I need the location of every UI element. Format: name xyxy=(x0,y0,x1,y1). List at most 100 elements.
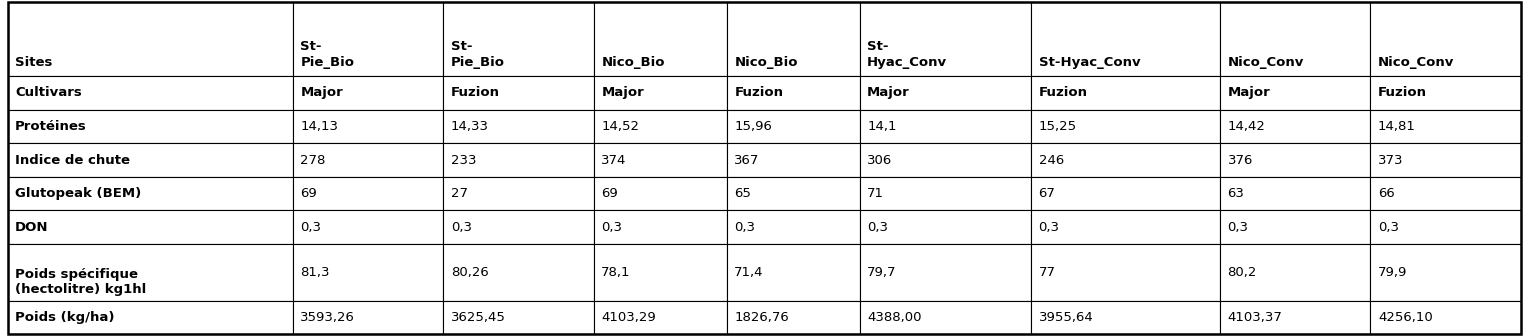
Text: Fuzion: Fuzion xyxy=(1378,86,1426,99)
Text: Nico_Conv: Nico_Conv xyxy=(1378,55,1454,69)
Bar xyxy=(860,301,1030,334)
Bar xyxy=(860,177,1030,210)
Bar xyxy=(860,76,1030,110)
Bar xyxy=(293,2,443,76)
Bar xyxy=(1370,244,1521,301)
Bar xyxy=(443,76,594,110)
Bar xyxy=(1030,2,1219,76)
Bar xyxy=(594,244,727,301)
Bar xyxy=(1030,76,1219,110)
Text: 3955,64: 3955,64 xyxy=(1038,311,1093,324)
Bar xyxy=(1219,143,1370,177)
Text: Fuzion: Fuzion xyxy=(1038,86,1088,99)
Bar xyxy=(443,177,594,210)
Bar xyxy=(1030,177,1219,210)
Bar xyxy=(1370,143,1521,177)
Bar xyxy=(727,244,860,301)
Bar xyxy=(1030,143,1219,177)
Text: 63: 63 xyxy=(1227,187,1245,200)
Text: 15,96: 15,96 xyxy=(735,120,773,133)
Bar xyxy=(1370,76,1521,110)
Bar xyxy=(1219,76,1370,110)
Bar xyxy=(860,244,1030,301)
Bar xyxy=(443,244,594,301)
Bar xyxy=(293,244,443,301)
Bar xyxy=(8,177,293,210)
Text: Protéines: Protéines xyxy=(15,120,87,133)
Bar xyxy=(443,210,594,244)
Text: St-
Pie_Bio: St- Pie_Bio xyxy=(451,40,504,69)
Bar xyxy=(727,143,860,177)
Text: 80,2: 80,2 xyxy=(1227,266,1257,279)
Text: Major: Major xyxy=(867,86,910,99)
Bar xyxy=(1370,2,1521,76)
Text: 14,81: 14,81 xyxy=(1378,120,1416,133)
Text: Major: Major xyxy=(300,86,343,99)
Text: 79,9: 79,9 xyxy=(1378,266,1408,279)
Bar xyxy=(1219,301,1370,334)
Text: 77: 77 xyxy=(1038,266,1056,279)
Text: Poids spécifique
(hectolitre) kg1hl: Poids spécifique (hectolitre) kg1hl xyxy=(15,268,146,296)
Text: 71: 71 xyxy=(867,187,884,200)
Text: 306: 306 xyxy=(867,154,893,167)
Bar xyxy=(8,110,293,143)
Bar xyxy=(1219,177,1370,210)
Text: Nico_Conv: Nico_Conv xyxy=(1227,55,1305,69)
Text: 14,1: 14,1 xyxy=(867,120,896,133)
Bar xyxy=(1030,244,1219,301)
Bar xyxy=(443,143,594,177)
Bar xyxy=(594,210,727,244)
Text: St-
Hyac_Conv: St- Hyac_Conv xyxy=(867,40,948,69)
Text: 373: 373 xyxy=(1378,154,1404,167)
Bar xyxy=(8,76,293,110)
Bar xyxy=(594,143,727,177)
Text: Fuzion: Fuzion xyxy=(735,86,783,99)
Bar xyxy=(1370,110,1521,143)
Text: 71,4: 71,4 xyxy=(735,266,764,279)
Text: Poids (kg/ha): Poids (kg/ha) xyxy=(15,311,114,324)
Text: 0,3: 0,3 xyxy=(1227,221,1248,234)
Bar xyxy=(860,2,1030,76)
Bar xyxy=(8,244,293,301)
Bar xyxy=(594,76,727,110)
Bar xyxy=(594,110,727,143)
Bar xyxy=(1030,110,1219,143)
Text: Cultivars: Cultivars xyxy=(15,86,82,99)
Text: Major: Major xyxy=(602,86,645,99)
Bar xyxy=(293,177,443,210)
Text: 3625,45: 3625,45 xyxy=(451,311,506,324)
Text: 278: 278 xyxy=(300,154,326,167)
Bar xyxy=(1030,210,1219,244)
Text: 15,25: 15,25 xyxy=(1038,120,1076,133)
Text: 0,3: 0,3 xyxy=(735,221,756,234)
Text: DON: DON xyxy=(15,221,49,234)
Text: 65: 65 xyxy=(735,187,751,200)
Bar xyxy=(727,2,860,76)
Text: 4256,10: 4256,10 xyxy=(1378,311,1433,324)
Bar xyxy=(8,301,293,334)
Text: St-Hyac_Conv: St-Hyac_Conv xyxy=(1038,55,1140,69)
Text: 4103,29: 4103,29 xyxy=(602,311,657,324)
Bar xyxy=(1370,210,1521,244)
Text: 4103,37: 4103,37 xyxy=(1227,311,1282,324)
Text: 69: 69 xyxy=(300,187,317,200)
Bar xyxy=(594,2,727,76)
Text: Sites: Sites xyxy=(15,55,53,69)
Text: 69: 69 xyxy=(602,187,619,200)
Bar xyxy=(1370,177,1521,210)
Text: 367: 367 xyxy=(735,154,759,167)
Text: 81,3: 81,3 xyxy=(300,266,329,279)
Bar xyxy=(860,143,1030,177)
Text: 80,26: 80,26 xyxy=(451,266,489,279)
Bar xyxy=(293,110,443,143)
Text: 0,3: 0,3 xyxy=(867,221,888,234)
Text: 0,3: 0,3 xyxy=(451,221,472,234)
Text: 4388,00: 4388,00 xyxy=(867,311,922,324)
Text: St-
Pie_Bio: St- Pie_Bio xyxy=(300,40,354,69)
Text: 66: 66 xyxy=(1378,187,1394,200)
Text: 233: 233 xyxy=(451,154,477,167)
Text: 0,3: 0,3 xyxy=(300,221,322,234)
Bar xyxy=(727,210,860,244)
Bar xyxy=(727,110,860,143)
Bar xyxy=(443,110,594,143)
